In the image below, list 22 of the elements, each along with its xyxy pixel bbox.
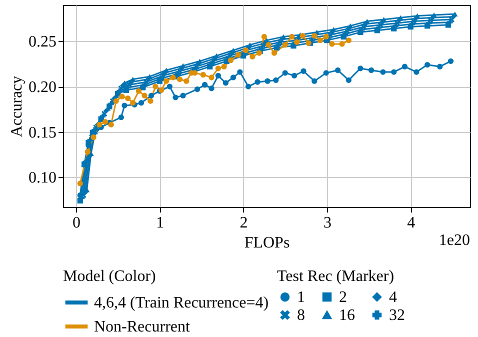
legend-label: 8 bbox=[297, 307, 305, 324]
text: 1e20 bbox=[438, 232, 470, 249]
x-tick-label: 4 bbox=[407, 214, 416, 232]
x-tick-label: 0 bbox=[72, 214, 80, 232]
legend-label: 32 bbox=[389, 307, 405, 324]
x-tick-label: 2 bbox=[240, 214, 248, 232]
legend-title: Model (Color) bbox=[63, 268, 156, 285]
x-tick-label: 1 bbox=[156, 214, 164, 232]
y-tick-label: 0.15 bbox=[28, 124, 56, 142]
x-tick-label: 3 bbox=[323, 214, 332, 232]
y-tick-label: 0.25 bbox=[28, 34, 56, 51]
legend-label: 1 bbox=[297, 289, 305, 306]
legend-label: Non-Recurrent bbox=[94, 318, 191, 336]
text: 4,6,4 (Train Recurrence=4) bbox=[94, 294, 269, 312]
y-axis-title: Accuracy bbox=[8, 76, 26, 138]
y-tick-label: 0.10 bbox=[28, 170, 56, 187]
x-axis-title: FLOPs bbox=[244, 234, 290, 252]
legend-label: 2 bbox=[339, 289, 347, 306]
text: Test Rec (Marker) bbox=[277, 268, 394, 285]
legend-label: 4 bbox=[389, 289, 397, 306]
legend-label: 16 bbox=[339, 307, 355, 324]
y-tick-label: 0.20 bbox=[28, 79, 56, 96]
